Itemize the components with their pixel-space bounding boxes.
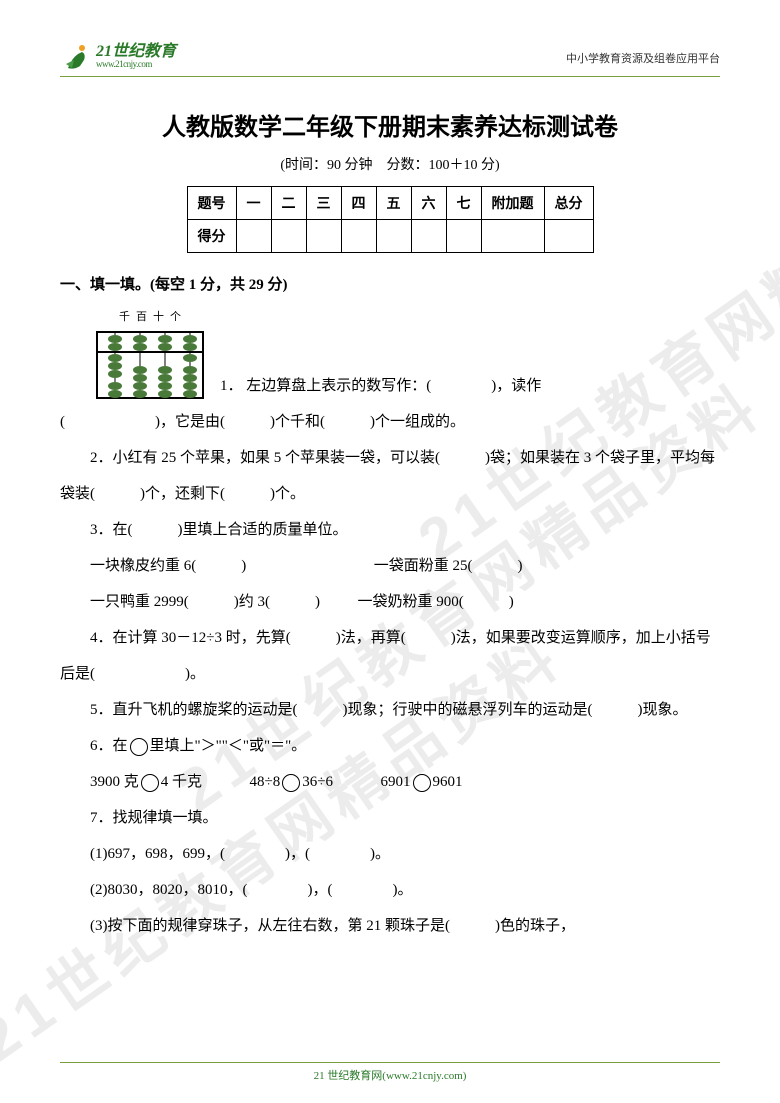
q6-2a: 48÷8 bbox=[250, 774, 281, 790]
q6-1b: 4 千克 bbox=[161, 774, 202, 790]
table-header: 总分 bbox=[544, 187, 593, 220]
table-header: 四 bbox=[341, 187, 376, 220]
logo-sub-text: www.21cnjy.com bbox=[96, 60, 176, 69]
table-header: 七 bbox=[446, 187, 481, 220]
q6-2b: 36÷6 bbox=[302, 774, 333, 790]
q6: 6．在 里填上"＞""＜"或"＝"。 bbox=[60, 728, 720, 764]
table-header: 附加题 bbox=[481, 187, 544, 220]
table-cell bbox=[411, 220, 446, 253]
q1-cont: ( )，它是由( )个千和( )个一组成的。 bbox=[60, 404, 720, 440]
q3b: 一袋面粉重 25( ) bbox=[374, 558, 523, 574]
section-title: 一、填一填。(每空 1 分，共 29 分) bbox=[60, 273, 720, 294]
q6-prefix: 6．在 bbox=[90, 738, 128, 754]
circle-icon bbox=[282, 774, 300, 792]
content-body: 千百十个 bbox=[60, 304, 720, 944]
table-cell bbox=[446, 220, 481, 253]
q4: 4．在计算 30－12÷3 时，先算( )法，再算( )法，如果要改变运算顺序，… bbox=[60, 620, 720, 692]
table-cell bbox=[306, 220, 341, 253]
q6-suffix: 里填上"＞""＜"或"＝"。 bbox=[150, 738, 307, 754]
q3-line2: 一只鸭重 2999( )约 3( ) 一袋奶粉重 900( ) bbox=[60, 584, 720, 620]
logo-main-text: 21世纪教育 bbox=[96, 44, 176, 60]
q6-3b: 9601 bbox=[433, 774, 463, 790]
page-header: 21世纪教育 www.21cnjy.com 中小学教育资源及组卷应用平台 bbox=[60, 40, 720, 77]
q7: 7．找规律填一填。 bbox=[60, 800, 720, 836]
logo-icon bbox=[60, 40, 92, 72]
document-title: 人教版数学二年级下册期末素养达标测试卷 bbox=[60, 107, 720, 142]
q3c: 一只鸭重 2999( )约 3( ) bbox=[90, 594, 320, 610]
table-row-label: 得分 bbox=[187, 220, 236, 253]
q3: 3．在( )里填上合适的质量单位。 bbox=[60, 512, 720, 548]
table-header: 三 bbox=[306, 187, 341, 220]
q1-number: 1． bbox=[220, 378, 243, 394]
table-header: 题号 bbox=[187, 187, 236, 220]
table-header: 一 bbox=[236, 187, 271, 220]
q1-text: 左边算盘上表示的数写作：( )，读作 bbox=[246, 378, 541, 394]
score-table: 题号 一 二 三 四 五 六 七 附加题 总分 得分 bbox=[187, 186, 594, 253]
table-cell bbox=[376, 220, 411, 253]
circle-icon bbox=[141, 774, 159, 792]
table-score-row: 得分 bbox=[187, 220, 593, 253]
q3-line1: 一块橡皮约重 6( ) 一袋面粉重 25( ) bbox=[60, 548, 720, 584]
table-cell bbox=[271, 220, 306, 253]
q2: 2．小红有 25 个苹果，如果 5 个苹果装一袋，可以装( )袋；如果装在 3 … bbox=[60, 440, 720, 512]
abacus-icon bbox=[95, 330, 205, 400]
q7-3: (3)按下面的规律穿珠子，从左往右数，第 21 颗珠子是( )色的珠子， bbox=[60, 908, 720, 944]
q6-items: 3900 克 4 千克 48÷8 36÷6 6901 9601 bbox=[60, 764, 720, 800]
circle-icon bbox=[130, 738, 148, 756]
q6-1a: 3900 克 bbox=[90, 774, 139, 790]
logo: 21世纪教育 www.21cnjy.com bbox=[60, 40, 176, 72]
table-cell bbox=[481, 220, 544, 253]
table-cell bbox=[236, 220, 271, 253]
header-right-text: 中小学教育资源及组卷应用平台 bbox=[566, 50, 720, 66]
q7-1: (1)697，698，699，( )，( )。 bbox=[60, 836, 720, 872]
document-subtitle: (时间：90 分钟 分数：100＋10 分) bbox=[60, 154, 720, 174]
table-header-row: 题号 一 二 三 四 五 六 七 附加题 总分 bbox=[187, 187, 593, 220]
q5: 5．直升飞机的螺旋桨的运动是( )现象；行驶中的磁悬浮列车的运动是( )现象。 bbox=[60, 692, 720, 728]
q3a: 一块橡皮约重 6( ) bbox=[90, 558, 246, 574]
q3d: 一袋奶粉重 900( ) bbox=[357, 594, 513, 610]
q6-3a: 6901 bbox=[381, 774, 411, 790]
table-cell bbox=[341, 220, 376, 253]
table-header: 二 bbox=[271, 187, 306, 220]
abacus-label: 千百十个 bbox=[119, 304, 187, 330]
table-header: 六 bbox=[411, 187, 446, 220]
page-footer: 21 世纪教育网(www.21cnjy.com) bbox=[60, 1062, 720, 1083]
abacus-figure: 千百十个 bbox=[90, 304, 210, 400]
table-cell bbox=[544, 220, 593, 253]
circle-icon bbox=[413, 774, 431, 792]
q7-2: (2)8030，8020，8010，( )，( )。 bbox=[60, 872, 720, 908]
table-header: 五 bbox=[376, 187, 411, 220]
